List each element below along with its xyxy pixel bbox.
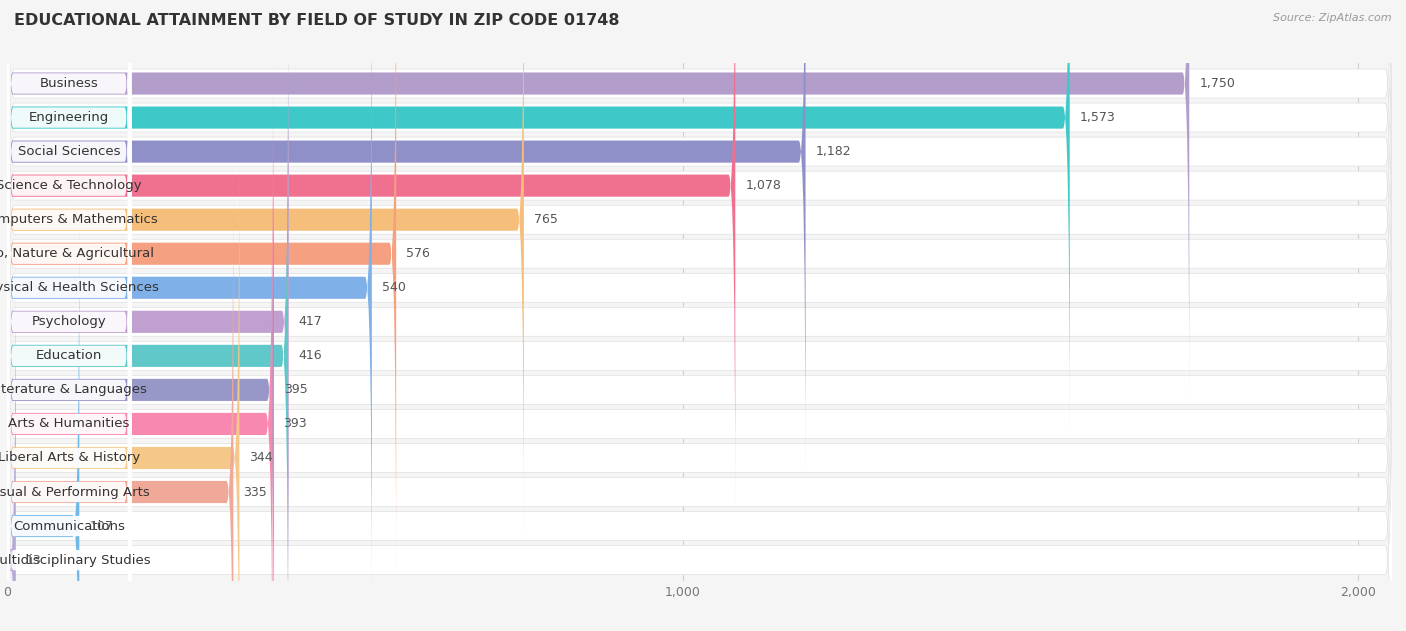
FancyBboxPatch shape bbox=[7, 60, 131, 631]
Text: 1,182: 1,182 bbox=[815, 145, 851, 158]
Text: Engineering: Engineering bbox=[28, 111, 110, 124]
FancyBboxPatch shape bbox=[7, 0, 131, 584]
FancyBboxPatch shape bbox=[6, 0, 1393, 614]
FancyBboxPatch shape bbox=[6, 166, 1393, 631]
Text: 576: 576 bbox=[406, 247, 430, 260]
Text: 1,078: 1,078 bbox=[745, 179, 782, 192]
FancyBboxPatch shape bbox=[7, 162, 131, 631]
Text: 395: 395 bbox=[284, 384, 308, 396]
FancyBboxPatch shape bbox=[7, 0, 131, 550]
FancyBboxPatch shape bbox=[6, 61, 274, 631]
FancyBboxPatch shape bbox=[6, 0, 1393, 631]
Text: Multidisciplinary Studies: Multidisciplinary Studies bbox=[0, 553, 150, 567]
Text: EDUCATIONAL ATTAINMENT BY FIELD OF STUDY IN ZIP CODE 01748: EDUCATIONAL ATTAINMENT BY FIELD OF STUDY… bbox=[14, 13, 620, 28]
FancyBboxPatch shape bbox=[6, 0, 396, 583]
Text: 765: 765 bbox=[534, 213, 558, 226]
FancyBboxPatch shape bbox=[7, 0, 131, 516]
Text: 13: 13 bbox=[25, 553, 42, 567]
FancyBboxPatch shape bbox=[6, 0, 1189, 413]
Text: Liberal Arts & History: Liberal Arts & History bbox=[0, 451, 141, 464]
FancyBboxPatch shape bbox=[7, 230, 131, 631]
FancyBboxPatch shape bbox=[6, 0, 1070, 447]
Text: 393: 393 bbox=[283, 418, 307, 430]
Text: 540: 540 bbox=[382, 281, 406, 294]
FancyBboxPatch shape bbox=[6, 231, 15, 631]
FancyBboxPatch shape bbox=[6, 163, 233, 631]
Text: 107: 107 bbox=[90, 519, 114, 533]
FancyBboxPatch shape bbox=[7, 0, 131, 448]
Text: Arts & Humanities: Arts & Humanities bbox=[8, 418, 129, 430]
Text: Source: ZipAtlas.com: Source: ZipAtlas.com bbox=[1274, 13, 1392, 23]
FancyBboxPatch shape bbox=[7, 93, 131, 631]
FancyBboxPatch shape bbox=[6, 98, 1393, 631]
FancyBboxPatch shape bbox=[6, 0, 524, 549]
FancyBboxPatch shape bbox=[7, 196, 131, 631]
FancyBboxPatch shape bbox=[6, 0, 1393, 478]
Text: Education: Education bbox=[35, 350, 103, 362]
FancyBboxPatch shape bbox=[7, 0, 131, 482]
FancyBboxPatch shape bbox=[7, 0, 131, 414]
Text: Communications: Communications bbox=[13, 519, 125, 533]
FancyBboxPatch shape bbox=[6, 129, 239, 631]
FancyBboxPatch shape bbox=[6, 30, 1393, 631]
FancyBboxPatch shape bbox=[6, 0, 371, 617]
FancyBboxPatch shape bbox=[6, 0, 806, 481]
Text: 344: 344 bbox=[249, 451, 273, 464]
Text: Psychology: Psychology bbox=[31, 316, 107, 328]
FancyBboxPatch shape bbox=[6, 27, 288, 631]
FancyBboxPatch shape bbox=[6, 0, 1393, 546]
FancyBboxPatch shape bbox=[6, 0, 1393, 631]
FancyBboxPatch shape bbox=[6, 0, 1393, 631]
FancyBboxPatch shape bbox=[6, 64, 1393, 631]
FancyBboxPatch shape bbox=[6, 0, 735, 515]
FancyBboxPatch shape bbox=[6, 0, 288, 631]
FancyBboxPatch shape bbox=[6, 0, 1393, 512]
FancyBboxPatch shape bbox=[7, 127, 131, 631]
Text: Social Sciences: Social Sciences bbox=[18, 145, 120, 158]
Text: Computers & Mathematics: Computers & Mathematics bbox=[0, 213, 157, 226]
FancyBboxPatch shape bbox=[7, 26, 131, 631]
Text: 335: 335 bbox=[243, 485, 267, 498]
FancyBboxPatch shape bbox=[7, 0, 131, 618]
FancyBboxPatch shape bbox=[6, 197, 79, 631]
Text: 416: 416 bbox=[298, 350, 322, 362]
Text: Business: Business bbox=[39, 77, 98, 90]
FancyBboxPatch shape bbox=[6, 132, 1393, 631]
Text: Literature & Languages: Literature & Languages bbox=[0, 384, 148, 396]
Text: 1,573: 1,573 bbox=[1080, 111, 1115, 124]
FancyBboxPatch shape bbox=[6, 0, 1393, 631]
Text: 1,750: 1,750 bbox=[1199, 77, 1236, 90]
FancyBboxPatch shape bbox=[7, 0, 131, 631]
Text: Science & Technology: Science & Technology bbox=[0, 179, 142, 192]
FancyBboxPatch shape bbox=[6, 0, 1393, 631]
FancyBboxPatch shape bbox=[6, 0, 1393, 580]
Text: Visual & Performing Arts: Visual & Performing Arts bbox=[0, 485, 150, 498]
Text: Bio, Nature & Agricultural: Bio, Nature & Agricultural bbox=[0, 247, 155, 260]
Text: Physical & Health Sciences: Physical & Health Sciences bbox=[0, 281, 159, 294]
FancyBboxPatch shape bbox=[6, 95, 273, 631]
Text: 417: 417 bbox=[299, 316, 322, 328]
